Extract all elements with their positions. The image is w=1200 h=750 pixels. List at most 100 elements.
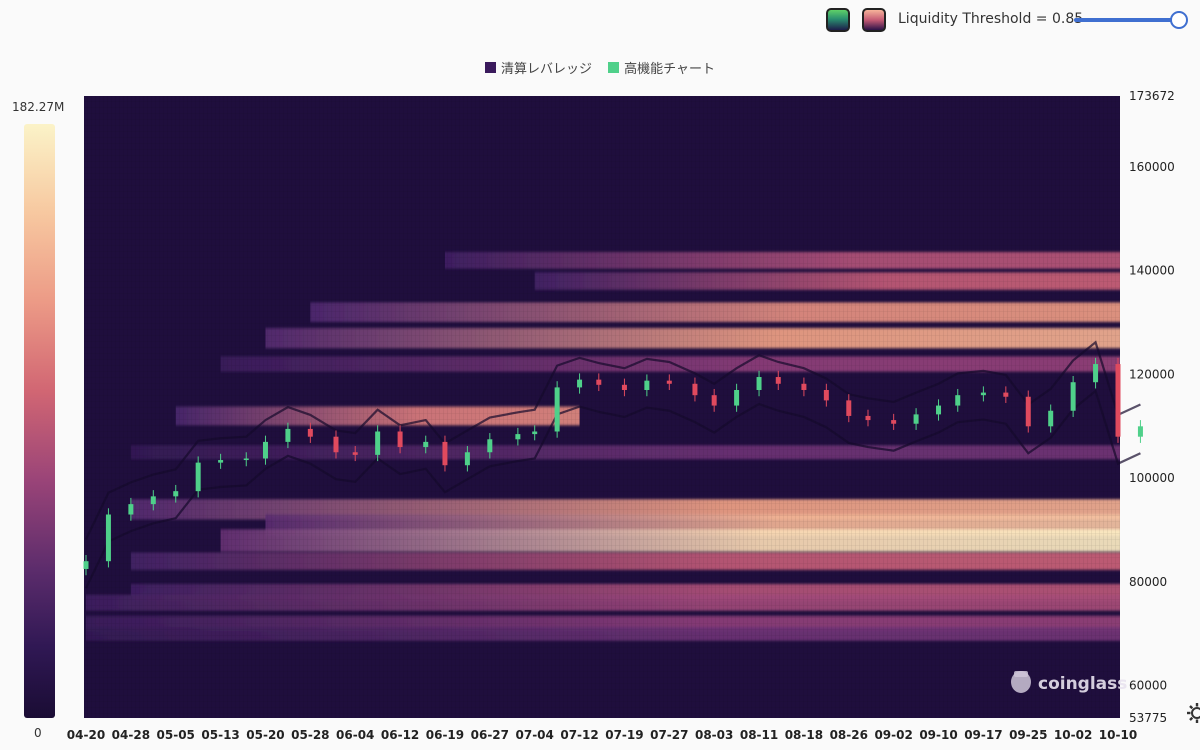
x-tick-label: 07-04 [516, 728, 554, 742]
candle-body [865, 415, 871, 421]
x-tick-label: 08-11 [740, 728, 778, 742]
candle-body [913, 414, 919, 424]
candle-body [464, 452, 470, 466]
candle-body [644, 380, 650, 391]
y-tick-label: 53775 [1129, 711, 1167, 725]
candle-body [532, 431, 538, 435]
x-tick-label: 09-02 [874, 728, 912, 742]
x-tick-label: 06-19 [426, 728, 464, 742]
candle-body [195, 462, 201, 492]
x-tick-label: 08-03 [695, 728, 733, 742]
x-tick-label: 06-04 [336, 728, 374, 742]
candle-body [577, 379, 583, 388]
candle-body [150, 496, 156, 505]
y-axis: 173672 160000 140000 120000 100000 80000 60000… [1129, 89, 1175, 725]
candle-body [734, 390, 740, 406]
top-controls: Liquidity Threshold = 0.85 [0, 0, 1200, 44]
x-tick-label: 09-25 [1009, 728, 1047, 742]
candle-body [262, 441, 268, 459]
candle-body [218, 460, 224, 463]
candle-body [823, 390, 829, 401]
y-tick-label: 100000 [1129, 471, 1175, 485]
x-tick-label: 07-12 [560, 728, 598, 742]
candle-body [596, 379, 602, 385]
chart-legend: 清算レバレッジ 高機能チャート [0, 58, 1200, 77]
candle-body [955, 395, 961, 406]
threshold-slider-track[interactable] [1074, 18, 1180, 22]
x-tick-label: 05-05 [157, 728, 195, 742]
x-tick-label: 05-28 [291, 728, 329, 742]
legend-item-advanced-chart[interactable]: 高機能チャート [608, 58, 715, 77]
candle-body [891, 420, 897, 424]
candle-body [243, 458, 249, 461]
x-tick-label: 10-10 [1099, 728, 1137, 742]
x-tick-label: 06-27 [471, 728, 509, 742]
magma-palette-button[interactable] [862, 8, 886, 32]
x-tick-label: 10-02 [1054, 728, 1092, 742]
x-axis: 04-20 04-28 05-05 05-13 05-20 05-28 06-04 06-12… [67, 728, 1137, 742]
coinglass-logo-icon [1011, 671, 1031, 693]
y-tick-label: 80000 [1129, 575, 1167, 589]
x-tick-label: 08-26 [830, 728, 868, 742]
colorbar-max-label: 182.27M [12, 100, 65, 114]
candle-body [801, 383, 807, 391]
heatmap-grid-overlay [84, 96, 1120, 718]
candle-body [980, 392, 986, 396]
candle-body [756, 377, 762, 391]
x-tick-label: 06-12 [381, 728, 419, 742]
x-tick-label: 09-17 [964, 728, 1002, 742]
candle-body [1048, 410, 1054, 427]
candle-body [1070, 382, 1076, 411]
candle-body [173, 491, 179, 497]
candle-body [397, 431, 403, 448]
candle-body [375, 431, 381, 455]
x-tick-label: 09-10 [919, 728, 957, 742]
candle-body [1115, 364, 1121, 437]
threshold-slider-thumb[interactable] [1170, 11, 1188, 29]
green-palette-button[interactable] [826, 8, 850, 32]
candle-body [775, 377, 781, 384]
candle-body [285, 428, 291, 442]
legend-swatch-leverage [484, 62, 496, 73]
price-candles [83, 357, 1143, 576]
candle-body [307, 428, 313, 437]
x-tick-label: 04-28 [112, 728, 150, 742]
y-tick-label: 160000 [1129, 160, 1175, 174]
y-tick-label: 120000 [1129, 367, 1175, 381]
candle-body [515, 434, 521, 440]
x-tick-label: 05-13 [201, 728, 239, 742]
y-tick-label: 140000 [1129, 264, 1175, 278]
candle-body [1093, 364, 1099, 383]
colorbar [24, 124, 55, 718]
colorbar-min-label: 0 [34, 726, 42, 740]
candle-body [692, 383, 698, 396]
candle-body [487, 439, 493, 453]
legend-swatch-advanced-chart [608, 62, 620, 73]
x-tick-label: 04-20 [67, 728, 105, 742]
candle-body [423, 441, 429, 448]
candle-body [936, 405, 942, 415]
candle-body [128, 504, 134, 515]
watermark-text: coinglass [1038, 674, 1127, 694]
candle-body [711, 395, 717, 406]
x-tick-label: 05-20 [246, 728, 284, 742]
candle-body [1003, 392, 1009, 397]
x-tick-label: 08-18 [785, 728, 823, 742]
legend-item-leverage[interactable]: 清算レバレッジ [484, 58, 592, 77]
legend-label-leverage: 清算レバレッジ [500, 62, 592, 77]
candle-body [666, 380, 672, 384]
candle-body [1137, 426, 1143, 437]
y-tick-label: 173672 [1129, 89, 1175, 103]
candle-body [442, 441, 448, 466]
candle-body [554, 387, 560, 432]
liquidity-threshold-label: Liquidity Threshold = 0.85 [898, 11, 1084, 27]
candle-body [621, 384, 627, 391]
x-tick-label: 07-27 [650, 728, 688, 742]
y-tick-label: 60000 [1129, 679, 1167, 693]
candle-body [83, 561, 89, 569]
gear-icon[interactable] [1186, 702, 1200, 724]
candle-body [352, 452, 358, 455]
legend-label-advanced-chart: 高機能チャート [624, 62, 716, 77]
candle-body [333, 436, 339, 453]
